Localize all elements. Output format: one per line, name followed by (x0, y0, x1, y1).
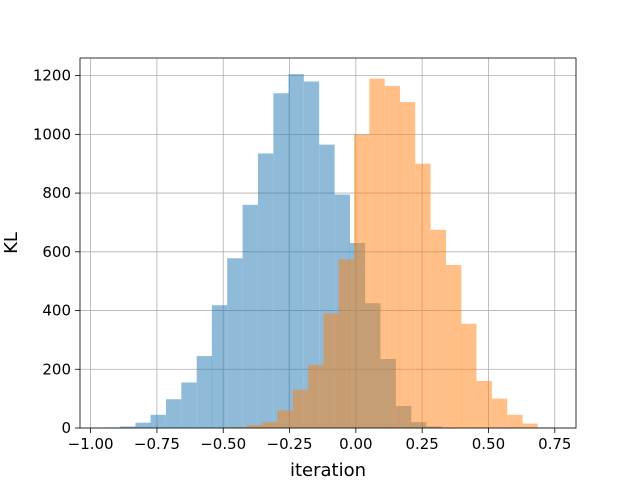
histogram-bar (181, 382, 197, 428)
histogram-bar (277, 410, 293, 428)
histogram-bar (399, 102, 416, 429)
x-tick-label: 0.00 (339, 435, 372, 453)
histogram-bar (491, 398, 508, 428)
y-tick-label: 200 (42, 360, 71, 378)
histogram-series-2 (231, 78, 554, 429)
histogram-bar (262, 422, 278, 428)
histogram-bar (353, 134, 370, 428)
histogram-bar (242, 204, 258, 428)
histogram-bar (165, 399, 182, 428)
histogram-bar (211, 305, 228, 428)
histogram-bar (135, 422, 151, 428)
histogram-bar (446, 265, 462, 428)
histogram-bar (273, 93, 289, 428)
y-tick-label: 1200 (33, 67, 71, 85)
histogram-bar (196, 356, 213, 428)
x-tick-label: −0.50 (200, 435, 246, 453)
histogram-bar (476, 381, 492, 428)
histogram-bar (461, 323, 477, 428)
x-tick-label: −0.75 (134, 435, 180, 453)
histogram-bar (522, 423, 538, 428)
histogram-bar (507, 414, 523, 428)
histogram-bars (104, 74, 554, 429)
histogram-bar (430, 229, 446, 428)
x-tick-label: 0.75 (538, 435, 571, 453)
histogram-bar (292, 389, 309, 428)
histogram-bar (150, 414, 166, 428)
y-tick-label: 0 (61, 419, 71, 437)
histogram-bar (415, 163, 431, 428)
histogram-bar (323, 313, 339, 428)
histogram-bar (246, 425, 263, 428)
y-tick-label: 600 (42, 243, 71, 261)
histogram-bar (303, 81, 320, 428)
x-tick-label: −0.25 (267, 435, 313, 453)
y-axis-label: KL (1, 232, 22, 254)
axis-ticks: −1.00 −0.75 −0.50 −0.25 0.00 0.25 0.50 0.75 0 200… (33, 67, 572, 453)
x-axis-label: iteration (290, 460, 366, 480)
histogram-bar (120, 426, 136, 428)
plot-frame (79, 57, 577, 429)
histogram-bar (369, 78, 385, 429)
y-tick-label: 800 (42, 184, 71, 202)
histogram-bar (257, 153, 274, 428)
histogram-bar (308, 364, 324, 428)
histogram-bar (338, 259, 354, 428)
x-tick-label: 0.25 (405, 435, 438, 453)
x-tick-label: −1.00 (68, 435, 114, 453)
histogram-bar (288, 74, 304, 429)
y-tick-label: 400 (42, 302, 71, 320)
histogram-bar (227, 258, 243, 428)
histogram-bar (384, 85, 401, 429)
x-tick-label: 0.50 (472, 435, 505, 453)
y-tick-label: 1000 (33, 125, 71, 143)
